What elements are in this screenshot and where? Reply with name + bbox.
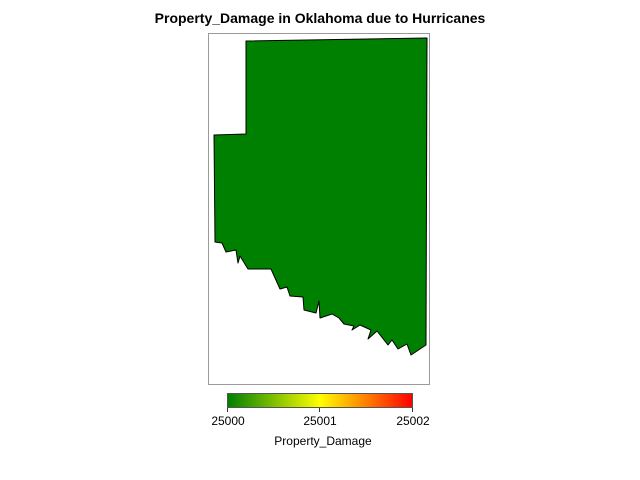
map-frame <box>208 33 430 385</box>
color-scale-tick <box>227 408 228 412</box>
color-scale-bar <box>227 393 413 408</box>
color-scale-tick-label: 25002 <box>396 414 430 428</box>
state-region[interactable] <box>213 37 428 356</box>
color-scale-title: Property_Damage <box>274 434 372 448</box>
map-title: Property_Damage in Oklahoma due to Hurri… <box>154 10 486 26</box>
color-scale-tick <box>319 408 320 412</box>
color-scale-tick-label: 25001 <box>303 414 337 428</box>
color-scale-tick <box>412 408 413 412</box>
color-scale-tick-label: 25000 <box>211 414 245 428</box>
